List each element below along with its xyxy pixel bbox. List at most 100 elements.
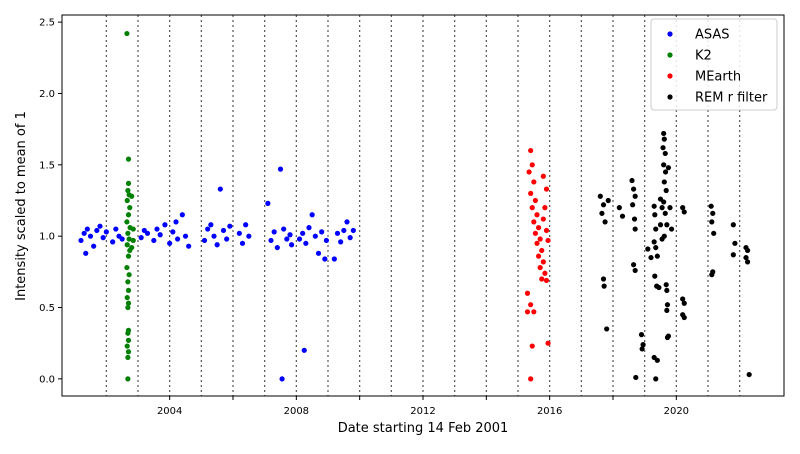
data-point bbox=[661, 233, 667, 239]
x-axis-ticks: 2004 2008 2012 2016 2020 bbox=[157, 396, 689, 417]
data-point bbox=[309, 212, 315, 218]
data-point bbox=[338, 239, 344, 245]
data-points bbox=[78, 30, 752, 382]
data-point bbox=[629, 177, 635, 184]
data-point bbox=[125, 376, 131, 382]
data-point bbox=[126, 272, 132, 278]
data-point bbox=[667, 205, 673, 211]
data-point bbox=[274, 244, 280, 251]
data-point bbox=[661, 136, 667, 142]
data-point bbox=[665, 165, 672, 171]
data-point bbox=[301, 347, 307, 353]
x-tick-label: 2008 bbox=[284, 406, 309, 417]
x-axis-label: Date starting 14 Feb 2001 bbox=[338, 421, 509, 436]
data-point bbox=[540, 173, 546, 179]
data-point bbox=[103, 229, 109, 235]
data-point bbox=[537, 236, 543, 242]
data-point bbox=[130, 226, 136, 232]
data-point bbox=[125, 354, 131, 361]
data-point bbox=[162, 222, 168, 228]
legend-label: K2 bbox=[695, 49, 712, 64]
data-point bbox=[743, 254, 749, 261]
legend-marker bbox=[667, 94, 673, 100]
data-point bbox=[125, 330, 131, 336]
data-point bbox=[630, 262, 637, 268]
data-point bbox=[341, 227, 347, 234]
data-point bbox=[605, 197, 611, 204]
data-point bbox=[281, 226, 287, 232]
data-point bbox=[130, 237, 136, 244]
legend-marker bbox=[667, 52, 673, 58]
data-point bbox=[531, 309, 537, 315]
data-point bbox=[350, 227, 356, 234]
data-point bbox=[265, 200, 271, 206]
data-point bbox=[632, 267, 638, 274]
data-point bbox=[599, 210, 605, 216]
data-point bbox=[125, 300, 132, 306]
data-point bbox=[87, 233, 94, 239]
data-point bbox=[542, 270, 548, 276]
data-point bbox=[151, 237, 157, 244]
data-point bbox=[331, 256, 337, 262]
data-point bbox=[744, 259, 751, 265]
data-point bbox=[144, 230, 151, 236]
data-point bbox=[534, 240, 540, 246]
data-point bbox=[124, 264, 130, 271]
data-point bbox=[94, 227, 100, 234]
data-point bbox=[730, 222, 736, 228]
data-point bbox=[312, 233, 318, 239]
data-point bbox=[100, 235, 106, 241]
data-point bbox=[656, 284, 662, 291]
data-point bbox=[214, 242, 220, 248]
data-point bbox=[540, 259, 546, 265]
data-point bbox=[315, 250, 322, 256]
x-tick-label: 2020 bbox=[664, 406, 689, 417]
data-point bbox=[138, 235, 144, 241]
data-point bbox=[124, 30, 130, 37]
y-tick-label: 2.0 bbox=[39, 89, 55, 100]
data-point bbox=[540, 216, 546, 222]
data-point bbox=[220, 227, 227, 234]
data-point bbox=[652, 212, 658, 218]
data-point bbox=[529, 205, 535, 211]
data-point bbox=[619, 213, 626, 219]
data-point bbox=[744, 247, 751, 254]
data-point bbox=[543, 186, 550, 192]
data-point bbox=[534, 212, 540, 218]
data-point bbox=[535, 225, 542, 231]
data-point bbox=[126, 236, 132, 242]
x-tick-label: 2004 bbox=[157, 406, 182, 417]
data-point bbox=[543, 277, 550, 284]
data-point bbox=[664, 222, 670, 228]
data-point bbox=[174, 236, 181, 242]
legend-box bbox=[650, 18, 778, 111]
data-point bbox=[681, 209, 687, 215]
data-point bbox=[124, 242, 130, 248]
data-point bbox=[125, 304, 131, 311]
data-point bbox=[631, 216, 638, 222]
data-point bbox=[201, 237, 208, 244]
data-point bbox=[632, 193, 638, 199]
data-point bbox=[638, 332, 645, 338]
data-point bbox=[322, 256, 328, 262]
data-point bbox=[239, 240, 246, 246]
data-point bbox=[651, 239, 657, 245]
data-point bbox=[654, 357, 660, 363]
data-point bbox=[662, 150, 668, 157]
y-axis-label: Intensity scaled to mean of 1 bbox=[14, 111, 29, 301]
data-point bbox=[659, 205, 665, 211]
data-point bbox=[664, 287, 670, 294]
data-point bbox=[124, 343, 130, 349]
data-point bbox=[288, 242, 295, 248]
data-point bbox=[630, 186, 637, 192]
data-point bbox=[543, 227, 550, 234]
data-point bbox=[246, 233, 252, 239]
data-point bbox=[662, 210, 668, 216]
data-point bbox=[127, 205, 133, 211]
data-point bbox=[640, 342, 646, 348]
data-point bbox=[157, 232, 163, 238]
data-point bbox=[186, 243, 192, 249]
data-point bbox=[319, 229, 325, 235]
